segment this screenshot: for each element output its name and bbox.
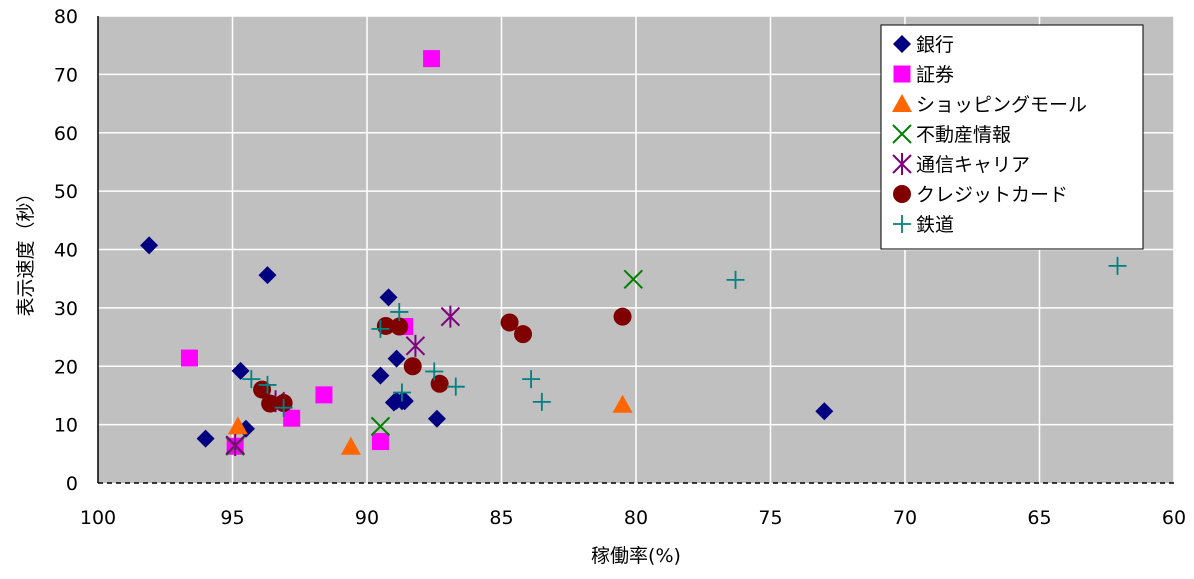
y-tick-label: 60	[54, 123, 78, 145]
y-tick-label: 30	[54, 298, 78, 320]
data-point	[425, 362, 444, 381]
data-point	[390, 317, 409, 336]
data-point	[522, 370, 541, 389]
data-point	[423, 50, 441, 68]
data-point	[392, 383, 411, 402]
x-tick-label: 70	[893, 507, 917, 529]
data-point	[815, 402, 834, 421]
legend-marker	[893, 215, 911, 233]
data-point	[532, 392, 551, 411]
data-point	[227, 416, 248, 435]
data-point	[196, 429, 215, 448]
x-tick-label: 60	[1162, 507, 1186, 529]
legend-label: 鉄道	[916, 214, 954, 236]
data-point	[258, 266, 277, 285]
data-point	[405, 334, 426, 357]
data-point	[180, 349, 198, 367]
data-point	[242, 370, 261, 389]
data-point	[258, 375, 277, 394]
series-3	[227, 394, 633, 455]
data-point	[390, 302, 409, 321]
x-tick-label: 85	[489, 507, 513, 529]
data-point	[446, 377, 465, 396]
data-point	[274, 398, 293, 417]
data-point	[371, 319, 390, 338]
legend-label: 不動産情報	[916, 124, 1011, 146]
data-point	[726, 270, 745, 289]
legend-box	[880, 24, 1144, 250]
data-point	[140, 236, 159, 255]
data-point	[315, 386, 333, 404]
legend-label: クレジットカード	[916, 184, 1068, 206]
y-tick-labels: 0 10 20 30 40 50 60 70 80	[54, 6, 78, 495]
y-tick-label: 70	[54, 64, 78, 86]
y-axis-title: 表示速度（秒）	[15, 183, 37, 316]
data-point	[371, 433, 389, 451]
legend-label: ショッピングモール	[916, 94, 1087, 116]
x-tick-labels: 100 95 90 85 80 75 70 65 60	[80, 507, 1186, 529]
x-tick-label: 95	[220, 507, 244, 529]
legend-marker	[892, 124, 912, 144]
legend-marker	[893, 65, 911, 83]
y-tick-label: 10	[54, 415, 78, 437]
data-point	[231, 361, 250, 380]
x-tick-label: 65	[1027, 507, 1051, 529]
x-axis-title: 稼働率(%)	[591, 545, 681, 567]
legend-label: 証券	[916, 64, 954, 86]
y-tick-label: 80	[54, 6, 78, 28]
data-point	[430, 374, 449, 393]
data-point	[514, 325, 533, 344]
data-point	[371, 366, 390, 385]
x-tick-label: 80	[624, 507, 648, 529]
y-tick-label: 40	[54, 240, 78, 262]
data-point	[1108, 256, 1127, 275]
x-tick-label: 90	[355, 507, 379, 529]
x-tick-label: 100	[80, 507, 116, 529]
y-tick-label: 0	[66, 473, 78, 495]
data-point	[340, 436, 361, 455]
data-point	[283, 409, 301, 427]
data-point	[376, 316, 395, 335]
legend-label: 銀行	[916, 34, 954, 56]
y-tick-label: 50	[54, 181, 78, 203]
data-point	[387, 349, 406, 368]
data-point	[623, 269, 644, 289]
data-point	[384, 393, 403, 412]
data-point	[440, 305, 461, 328]
series-7	[242, 256, 1127, 417]
x-tick-label: 75	[758, 507, 782, 529]
data-point	[500, 313, 519, 332]
legend-marker	[893, 35, 911, 53]
data-point	[613, 307, 632, 326]
legend-marker	[892, 94, 912, 112]
data-point	[395, 392, 414, 411]
data-point	[225, 434, 245, 457]
legend-marker	[893, 185, 911, 203]
data-point	[427, 409, 446, 428]
data-points	[140, 50, 1127, 457]
data-point	[403, 357, 422, 376]
data-point	[379, 288, 398, 307]
data-point	[612, 394, 633, 413]
y-tick-label: 20	[54, 356, 78, 378]
legend-marker	[892, 153, 912, 175]
legend-label: 通信キャリア	[916, 154, 1030, 176]
data-point	[370, 416, 391, 437]
